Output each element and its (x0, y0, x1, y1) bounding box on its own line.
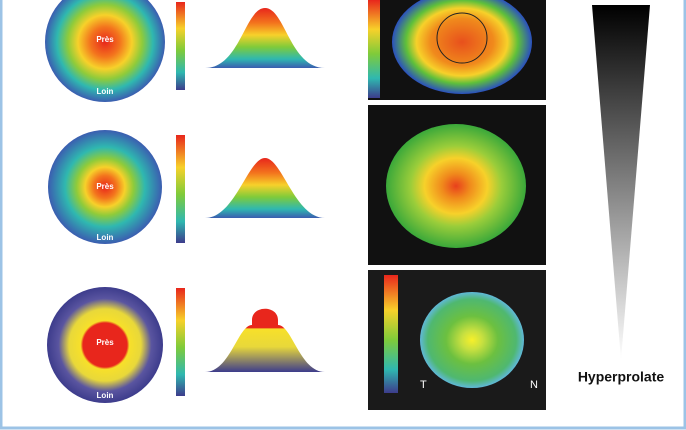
topo-scale (368, 0, 380, 98)
edge-label: Loin (97, 87, 114, 96)
power-map (47, 287, 163, 403)
topo-map (386, 124, 526, 248)
color-scale (176, 2, 185, 90)
power-map (45, 0, 165, 102)
edge-label: Loin (97, 233, 114, 242)
center-label: Près (96, 338, 114, 347)
temporal-label: T (420, 379, 427, 391)
color-scale (176, 288, 185, 396)
color-scale (176, 135, 185, 243)
power-map (48, 130, 162, 244)
profile (205, 8, 325, 68)
pupil (436, 12, 488, 64)
topo-map (420, 292, 524, 388)
nasal-label: N (530, 379, 538, 391)
topo-map (392, 0, 532, 94)
gradient-triangle (592, 5, 650, 360)
center-label: Près (96, 35, 114, 44)
triangle-label: Hyperprolate (578, 369, 665, 385)
center-label: Près (96, 182, 114, 191)
edge-label: Loin (97, 391, 114, 400)
profile (205, 158, 325, 218)
profile (205, 308, 325, 372)
topo-scale (384, 275, 398, 393)
